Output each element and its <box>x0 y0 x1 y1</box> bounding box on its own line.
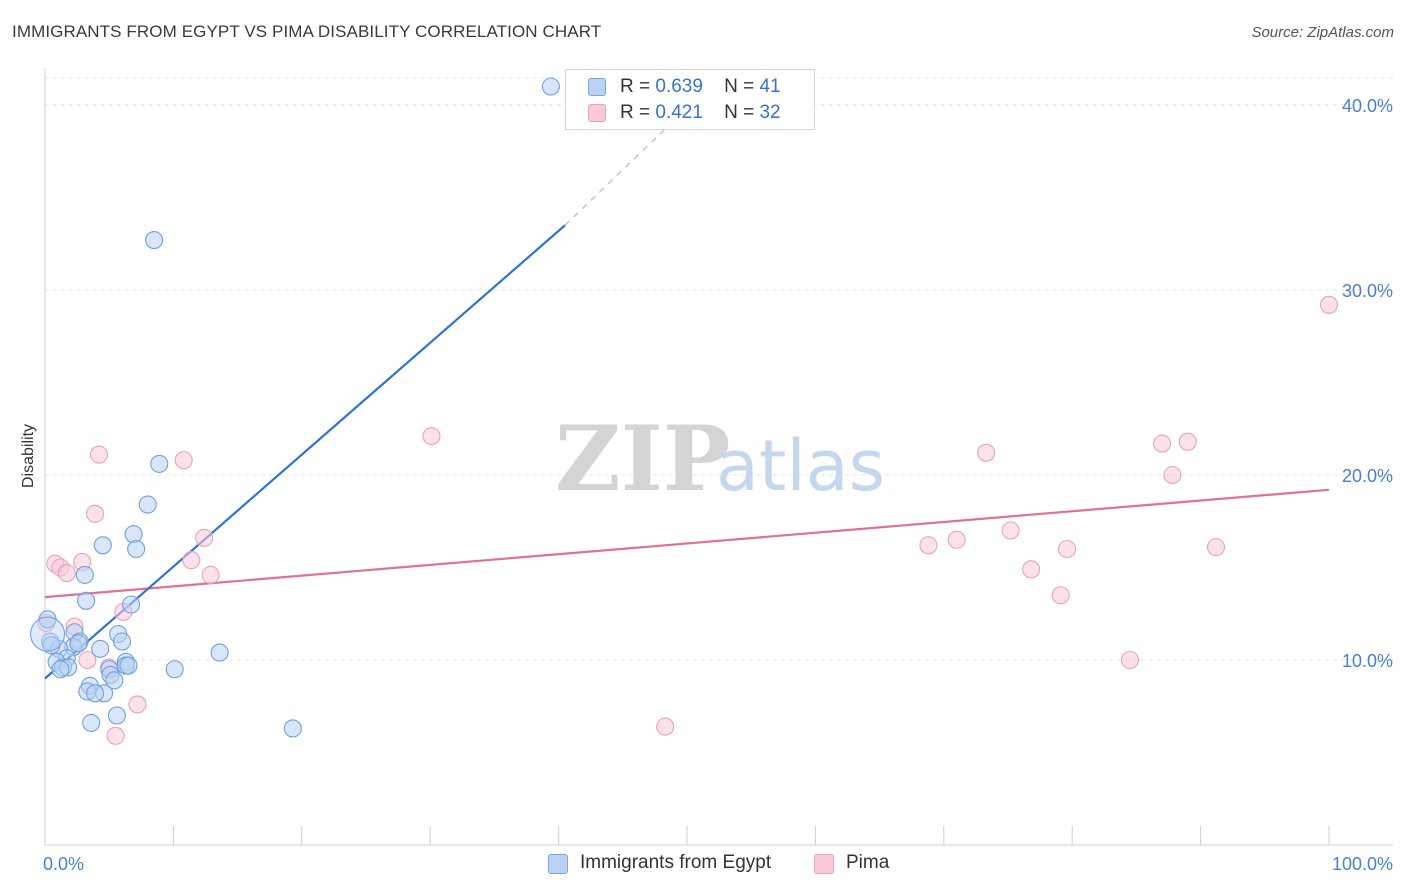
stats-legend: R = 0.639 N = 41 R = 0.421 N = 32 <box>565 69 815 130</box>
y-tick-label: 40.0% <box>1342 96 1393 116</box>
egypt-point <box>121 595 141 614</box>
egypt-point <box>145 231 164 250</box>
x-tick-label-max: 100.0% <box>1332 854 1393 874</box>
pima-point <box>1022 560 1041 579</box>
egypt-point <box>541 77 560 96</box>
legend-n-label: N = <box>724 76 755 97</box>
egypt-point <box>283 719 302 738</box>
egypt-point <box>75 565 94 584</box>
legend-r-egypt: 0.639 <box>655 76 703 97</box>
y-tick-labels: 10.0% 20.0% 30.0% 40.0% <box>1342 96 1393 671</box>
pima-point <box>1058 539 1077 559</box>
legend-label-pima: Pima <box>846 852 890 873</box>
pima-point <box>1178 432 1197 451</box>
egypt-point <box>119 656 138 675</box>
pima-point <box>656 717 675 736</box>
egypt-point <box>93 536 112 555</box>
pima-point <box>195 528 214 547</box>
legend-n-label: N = <box>724 102 755 123</box>
egypt-point-cluster <box>30 616 66 652</box>
pima-point <box>977 443 996 462</box>
egypt-point <box>105 671 124 690</box>
pima-point <box>86 504 105 523</box>
y-tick-label: 30.0% <box>1342 281 1393 301</box>
legend-r-label: R = <box>620 76 651 97</box>
pima-point <box>1120 650 1140 670</box>
gridlines <box>45 77 1393 661</box>
pima-point <box>1051 586 1070 605</box>
egypt-point <box>91 639 110 658</box>
egypt-point <box>112 632 132 651</box>
pima-point <box>201 565 220 584</box>
egypt-point <box>69 634 88 653</box>
legend-n-egypt: 41 <box>759 76 781 97</box>
pima-points <box>37 295 1339 745</box>
chart-source: Source: ZipAtlas.com <box>1251 24 1394 41</box>
pima-point <box>1153 434 1172 453</box>
egypt-point <box>165 660 184 679</box>
pima-point <box>422 427 441 446</box>
egypt-point <box>107 706 126 725</box>
legend-label-egypt: Immigrants from Egypt <box>580 852 772 873</box>
pima-point <box>919 536 938 555</box>
watermark-zip: ZIP <box>555 406 730 512</box>
y-axis-label: Disability <box>20 424 37 488</box>
egypt-point <box>86 684 105 703</box>
pima-point <box>947 530 966 549</box>
chart-title: IMMIGRANTS FROM EGYPT VS PIMA DISABILITY… <box>12 22 602 41</box>
trend-lines <box>44 95 1330 680</box>
pima-point <box>1001 521 1020 540</box>
legend-swatch-egypt <box>588 78 606 96</box>
series-legend: Immigrants from Egypt Pima <box>0 852 1406 878</box>
egypt-point <box>77 591 96 610</box>
pima-point <box>78 650 97 670</box>
egypt-points <box>30 77 560 738</box>
legend-swatch-pima <box>588 104 606 122</box>
pima-point <box>128 695 147 714</box>
pima-point <box>182 551 201 570</box>
trend-line-pima <box>44 488 1330 599</box>
legend-r-label: R = <box>620 102 651 123</box>
egypt-point <box>210 643 229 662</box>
egypt-point <box>82 713 101 732</box>
y-tick-label: 10.0% <box>1342 651 1393 671</box>
y-tick-label: 20.0% <box>1342 466 1393 486</box>
egypt-point <box>124 525 143 544</box>
egypt-point <box>51 660 70 679</box>
x-tick-marks <box>44 826 1330 845</box>
egypt-point <box>138 495 157 514</box>
legend-swatch-pima <box>814 854 834 874</box>
legend-swatch-egypt <box>548 854 568 874</box>
pima-point <box>57 563 76 583</box>
axes <box>44 68 1393 846</box>
pima-point <box>1319 295 1339 314</box>
pima-point <box>89 445 108 464</box>
pima-point <box>106 726 125 745</box>
pima-point <box>174 451 193 470</box>
egypt-point <box>127 539 146 559</box>
pima-point <box>1206 538 1226 557</box>
watermark-atlas: atlas <box>716 425 885 507</box>
egypt-point <box>150 454 169 473</box>
x-tick-label-min: 0.0% <box>43 854 84 874</box>
legend-n-pima: 32 <box>759 102 781 123</box>
legend-r-pima: 0.421 <box>655 102 703 123</box>
pima-point <box>1163 465 1182 485</box>
